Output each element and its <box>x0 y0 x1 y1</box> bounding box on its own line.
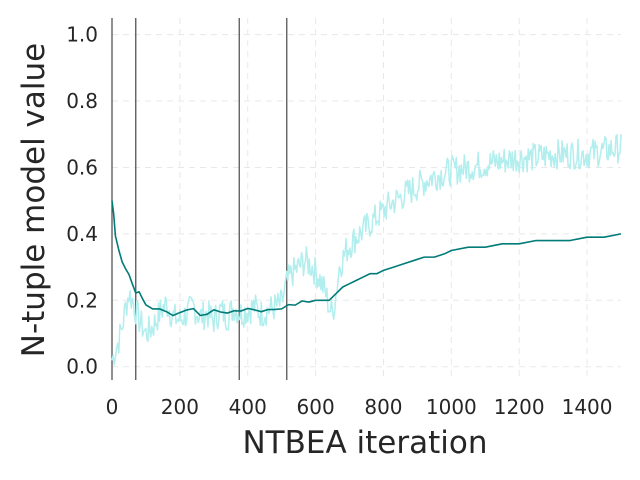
noisy-series-line <box>111 134 622 366</box>
y-tick-label: 0.2 <box>66 288 98 312</box>
x-tick-label: 1400 <box>562 395 613 419</box>
y-tick-labels: 0.0 0.2 0.4 0.6 0.8 1.0 <box>66 23 98 379</box>
x-tick-labels: 0 200 400 600 800 1000 1200 1400 <box>106 395 613 419</box>
y-tick-label: 1.0 <box>66 23 98 47</box>
grid-lines <box>111 18 621 380</box>
x-tick-label: 1000 <box>426 395 477 419</box>
x-axis-title: NTBEA iteration <box>242 425 487 461</box>
y-tick-label: 0.0 <box>66 355 98 379</box>
y-axis-title: N-tuple model value <box>16 43 52 357</box>
y-tick-label: 0.4 <box>66 222 98 246</box>
x-tick-label: 1200 <box>494 395 545 419</box>
series-layer <box>111 134 622 366</box>
x-tick-label: 200 <box>161 395 199 419</box>
x-tick-label: 600 <box>297 395 335 419</box>
x-tick-label: 400 <box>229 395 267 419</box>
y-tick-label: 0.8 <box>66 89 98 113</box>
x-tick-label: 800 <box>364 395 402 419</box>
x-tick-label: 0 <box>106 395 119 419</box>
smooth-series-line <box>111 200 622 317</box>
y-tick-label: 0.6 <box>66 155 98 179</box>
